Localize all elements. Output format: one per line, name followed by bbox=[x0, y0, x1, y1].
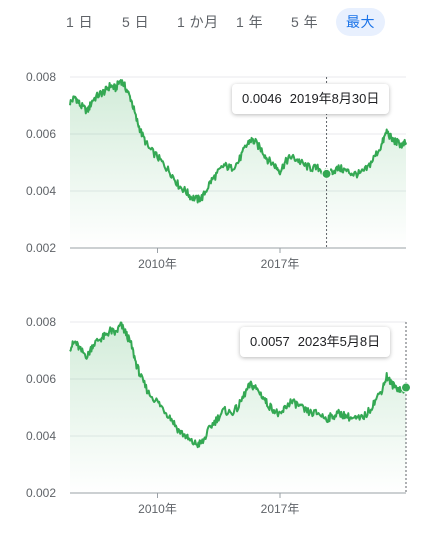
y-tick-label: 0.004 bbox=[26, 184, 56, 198]
chart-tooltip: 0.0046 2019年8月30日 bbox=[232, 84, 390, 114]
y-tick-label: 0.006 bbox=[26, 127, 56, 141]
x-tick-label: 2010年 bbox=[138, 257, 177, 271]
chart-svg: 0.008 0.006 0.004 0.002 2010年 2017年 bbox=[26, 70, 407, 271]
y-tick-label: 0.002 bbox=[26, 241, 56, 255]
y-tick-label: 0.008 bbox=[26, 315, 56, 329]
tab-5-years[interactable]: 5 年 bbox=[291, 14, 319, 30]
series-line bbox=[69, 79, 407, 204]
cursor-marker bbox=[401, 382, 411, 393]
tab-1-day[interactable]: 1 日 bbox=[66, 14, 94, 30]
y-tick-label: 0.008 bbox=[26, 70, 56, 84]
tooltip-date: 2023年5月8日 bbox=[297, 334, 381, 349]
x-tick-label: 2017年 bbox=[261, 502, 300, 516]
price-chart-1[interactable]: 0.008 0.006 0.004 0.002 2010年 2017年 0.0046 201… bbox=[0, 60, 430, 310]
price-chart-2[interactable]: 0.008 0.006 0.004 0.002 2010年 2017年 0.0057 202… bbox=[0, 305, 430, 555]
chart-tooltip: 0.0057 2023年5月8日 bbox=[240, 327, 391, 357]
cursor-marker bbox=[321, 168, 332, 179]
y-tick-label: 0.006 bbox=[26, 372, 56, 386]
series-area bbox=[70, 322, 406, 493]
tab-1-month[interactable]: 1 か月 bbox=[177, 14, 219, 30]
x-tick-label: 2017年 bbox=[261, 257, 300, 271]
range-tabs: 1 日 5 日 1 か月 1 年 5 年 最大 bbox=[0, 0, 430, 44]
tab-5-days[interactable]: 5 日 bbox=[122, 14, 150, 30]
y-tick-label: 0.002 bbox=[26, 486, 56, 500]
chart-svg: 0.008 0.006 0.004 0.002 2010年 2017年 bbox=[26, 315, 411, 516]
x-tick-label: 2010年 bbox=[138, 502, 177, 516]
tooltip-date: 2019年8月30日 bbox=[289, 91, 380, 106]
tab-max[interactable]: 最大 bbox=[336, 8, 385, 36]
tab-1-year[interactable]: 1 年 bbox=[236, 14, 264, 30]
tooltip-value: 0.0046 bbox=[242, 91, 282, 106]
y-tick-label: 0.004 bbox=[26, 429, 56, 443]
series-line bbox=[69, 321, 407, 449]
tooltip-value: 0.0057 bbox=[250, 334, 290, 349]
